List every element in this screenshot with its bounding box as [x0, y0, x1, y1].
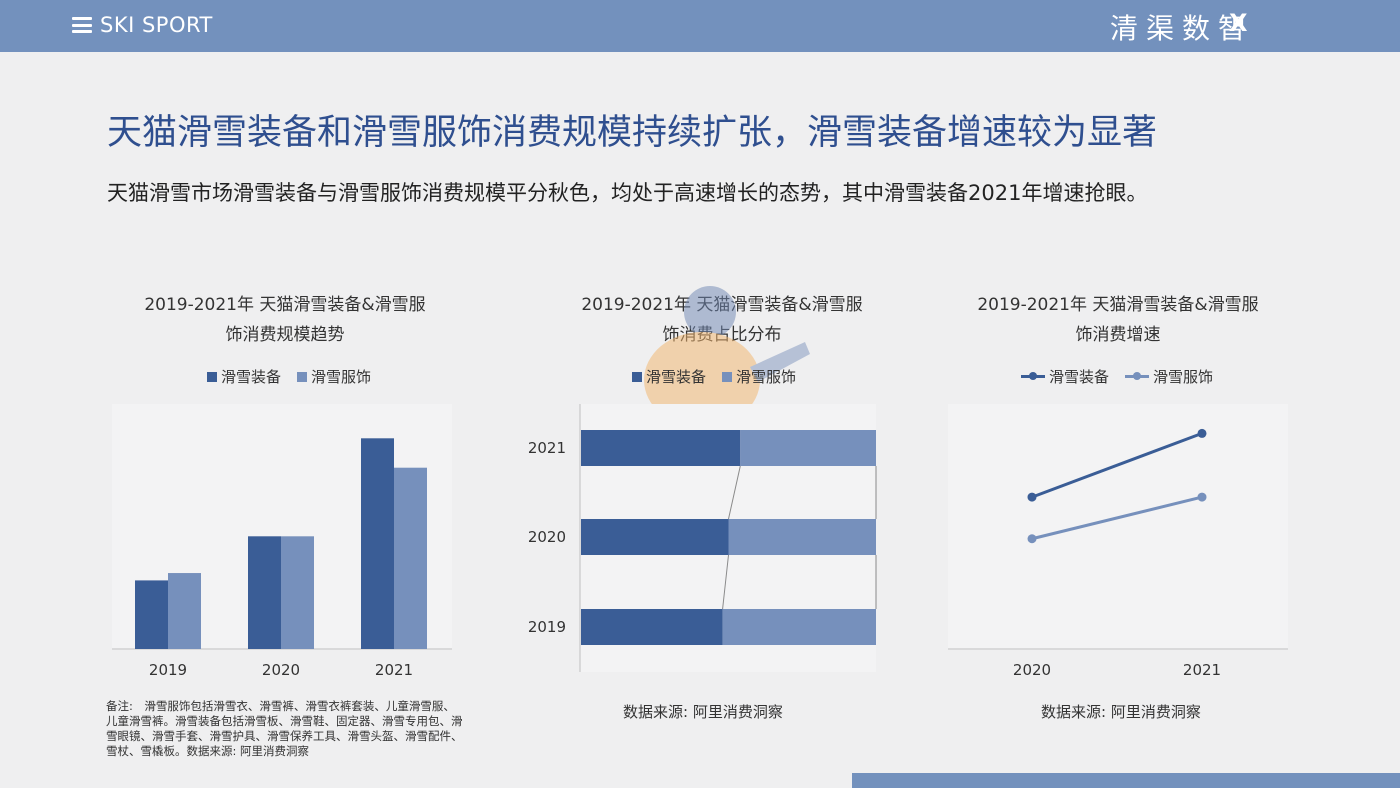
chart1-bar-apparel-2020 [281, 536, 314, 649]
chart1-bar-apparel-2019 [168, 573, 201, 649]
chart1-legend-apparel: 滑雪服饰 [297, 366, 371, 387]
chart2-y-tick-2019: 2019 [528, 618, 566, 636]
chart2-bar-equipment-2019 [581, 609, 723, 645]
chart1-title-line2: 饰消费规模趋势 [225, 325, 345, 345]
chart2-series-line-equipment [728, 465, 741, 520]
legend-line-apparel [1125, 372, 1150, 380]
brand-logo-text: 清渠数智 [1109, 12, 1254, 45]
chart2-y-tick-2020: 2020 [528, 528, 566, 546]
legend-line-equipment [1021, 372, 1045, 380]
chart2-legend-equipment: 滑雪装备 [632, 366, 706, 387]
chart3-point-apparel-2021 [1197, 492, 1207, 502]
chart3-title: 2019-2021年 天猫滑雪装备&滑雪服 饰消费增速 [943, 290, 1293, 350]
chart3-x-tick-2021: 2021 [1183, 661, 1221, 679]
chart3-point-equipment-2021 [1197, 428, 1207, 438]
brand-name: SKI SPORT [100, 13, 213, 37]
chart1-x-tick-2020: 2020 [262, 661, 300, 679]
legend-label-apparel: 滑雪服饰 [311, 368, 372, 386]
chart1-bar-apparel-2021 [394, 467, 427, 649]
legend-label-apparel: 滑雪服饰 [736, 368, 797, 386]
top-bar [0, 0, 1400, 52]
chart3-plot-area [948, 404, 1288, 650]
chart3-line-apparel [1031, 495, 1203, 541]
chart1-title-line1: 2019-2021年 天猫滑雪装备&滑雪服 [144, 295, 426, 315]
chart3-line-equipment [1031, 431, 1203, 499]
chart1-title: 2019-2021年 天猫滑雪装备&滑雪服 饰消费规模趋势 [110, 290, 460, 350]
chart3-source: 数据来源: 阿里消费洞察 [1041, 703, 1201, 721]
chart2-bar-apparel-2019 [722, 609, 876, 645]
legend-swatch-equipment [632, 371, 642, 382]
legend-swatch-apparel [297, 371, 308, 382]
legend-label-equipment: 滑雪装备 [1049, 368, 1110, 386]
chart1-bar-equipment-2020 [248, 536, 281, 649]
brand-logo-x: X [1229, 9, 1248, 37]
legend-label-equipment: 滑雪装备 [646, 368, 707, 386]
chart3-title-line2: 饰消费增速 [1075, 325, 1161, 345]
chart1-x-tick-2019: 2019 [149, 661, 187, 679]
chart1-legend-equipment: 滑雪装备 [207, 366, 281, 387]
chart2-bar-equipment-2021 [581, 430, 741, 466]
chart1-legend: 滑雪装备 滑雪服饰 [207, 366, 387, 387]
legend-swatch-apparel [722, 371, 733, 382]
chart2-legend-apparel: 滑雪服饰 [722, 366, 796, 387]
chart1-bar-equipment-2019 [135, 580, 168, 649]
chart3-title-line1: 2019-2021年 天猫滑雪装备&滑雪服 [977, 295, 1259, 315]
menu-icon[interactable] [72, 17, 92, 33]
legend-label-apparel: 滑雪服饰 [1153, 368, 1214, 386]
chart2-legend: 滑雪装备 滑雪服饰 [632, 366, 812, 387]
chart3-x-tick-2020: 2020 [1013, 661, 1051, 679]
chart3-legend-apparel: 滑雪服饰 [1125, 366, 1213, 387]
bottom-accent-bar [852, 773, 1400, 788]
chart2-bar-equipment-2020 [581, 519, 729, 555]
chart2-source: 数据来源: 阿里消费洞察 [623, 703, 783, 721]
brand-left[interactable]: SKI SPORT [72, 12, 213, 38]
chart1-x-tick-2021: 2021 [375, 661, 413, 679]
chart3-point-apparel-2020 [1027, 534, 1037, 544]
footnote: 备注: 滑雪服饰包括滑雪衣、滑雪裤、滑雪衣裤套装、儿童滑雪服、儿童滑雪裤。滑雪装… [106, 699, 463, 758]
legend-label-equipment: 滑雪装备 [221, 368, 282, 386]
chart3-legend-equipment: 滑雪装备 [1021, 366, 1109, 387]
chart3-point-equipment-2020 [1027, 492, 1037, 502]
chart2-series-line-equipment [722, 554, 729, 610]
chart1-bar-equipment-2021 [361, 438, 394, 649]
chart2-bar-apparel-2020 [728, 519, 876, 555]
page-title: 天猫滑雪装备和滑雪服饰消费规模持续扩张，滑雪装备增速较为显著 [107, 113, 1158, 153]
chart2-y-tick-2021: 2021 [528, 439, 566, 457]
page-subtitle: 天猫滑雪市场滑雪装备与滑雪服饰消费规模平分秋色，均处于高速增长的态势，其中滑雪装… [107, 181, 1148, 205]
chart3-legend: 滑雪装备 滑雪服饰 [1021, 366, 1229, 387]
legend-swatch-equipment [207, 371, 217, 382]
chart2-bar-apparel-2021 [740, 430, 876, 466]
